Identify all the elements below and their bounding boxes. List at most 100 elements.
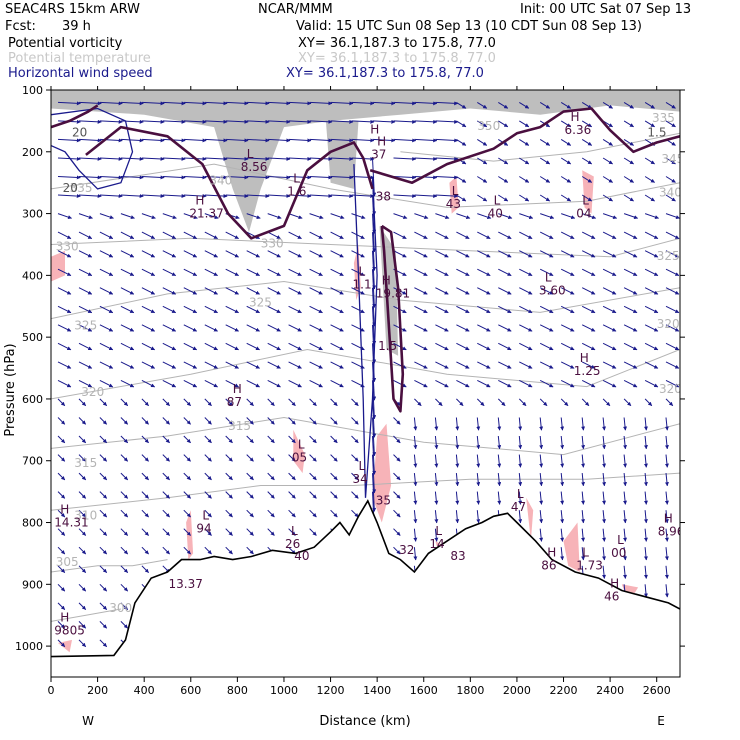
wind-vector-357 (330, 287, 344, 295)
wind-vector-551 (498, 342, 512, 351)
wind-vector-644 (581, 305, 596, 314)
extremum-value-20: 94 (196, 521, 211, 535)
wind-vector-459 (413, 435, 418, 450)
wind-vector-677 (602, 435, 607, 450)
wind-vector-643 (581, 287, 596, 295)
wind-vector-49 (78, 454, 87, 462)
wind-vector-250 (246, 138, 270, 143)
extremum-marker-5: H (370, 122, 379, 136)
wind-speed-contour-1 (353, 164, 378, 498)
wind-vector-197 (183, 546, 191, 555)
x-tick-label-1800: 1800 (456, 684, 484, 697)
wind-vector-366 (330, 454, 338, 462)
wind-vector-542 (498, 176, 509, 183)
y-tick-label-1000: 1000 (15, 640, 43, 653)
extremum-marker-28: H (547, 546, 556, 560)
extremum-value-30: 00 (611, 546, 626, 560)
wind-vector-687 (623, 138, 634, 146)
wind-vector-674 (602, 379, 617, 388)
wind-vector-594 (539, 287, 554, 295)
wind-vector-128 (141, 250, 156, 258)
wind-vector-740 (665, 120, 676, 128)
wind-vector-563 (519, 138, 530, 146)
wind-vector-369 (330, 509, 338, 518)
wind-vector-58 (78, 621, 87, 629)
wind-vector-130 (141, 287, 156, 295)
wind-vector-456 (414, 379, 428, 388)
wind-vector-288 (267, 379, 281, 388)
y-tick-label-500: 500 (22, 331, 43, 344)
wind-vector-14 (57, 361, 72, 369)
wind-vector-358 (330, 305, 344, 314)
wind-vector-153 (162, 213, 177, 220)
contour-label-2: 1.5 (647, 125, 666, 139)
wind-vector-271 (246, 528, 254, 536)
wind-vector-85 (99, 565, 108, 573)
wind-vector-737 (643, 565, 648, 579)
wind-vector-306 (288, 250, 302, 258)
wind-vector-443 (414, 138, 438, 143)
wind-vector-199 (204, 119, 228, 124)
wind-vector-265 (246, 417, 254, 425)
wind-vector-449 (414, 250, 428, 258)
wind-vector-656 (581, 528, 586, 542)
wind-vector-38 (78, 250, 93, 258)
wind-vector-101 (120, 305, 135, 314)
wind-vector-486 (434, 454, 439, 468)
wind-vector-20 (57, 472, 66, 481)
wind-vector-106 (120, 398, 129, 407)
wind-vector-659 (602, 101, 613, 109)
x-axis-title: Distance (km) (319, 714, 410, 729)
wind-vector-572 (519, 305, 533, 314)
wind-vector-409 (372, 380, 377, 420)
wind-vector-765 (664, 584, 669, 598)
wind-vector-606 (539, 510, 544, 524)
shaded-pink-region-5 (51, 250, 65, 282)
wind-vector-244 (225, 491, 233, 499)
wind-vector-170 (162, 528, 170, 536)
wind-vector-744 (665, 194, 676, 202)
wind-vector-426 (393, 287, 407, 295)
shaded-pink-region-8 (563, 522, 580, 572)
wind-vector-345 (309, 509, 317, 518)
wind-vector-590 (540, 213, 555, 220)
extremum-marker-12: H (382, 274, 391, 288)
wind-vector-240 (225, 417, 233, 425)
wind-vector-561 (519, 101, 530, 109)
wind-vector-13 (57, 342, 72, 351)
wind-vector-204 (204, 213, 219, 220)
wind-vector-56 (78, 583, 87, 592)
wind-vector-564 (519, 157, 530, 165)
wind-vector-723 (644, 305, 659, 314)
wind-vector-457 (414, 398, 422, 407)
wind-vector-132 (141, 324, 156, 332)
x-tick-label-2200: 2200 (550, 684, 578, 697)
wind-vector-448 (414, 231, 428, 240)
wind-vector-678 (602, 454, 607, 468)
wind-vector-408 (372, 361, 377, 401)
wind-vector-52 (78, 509, 87, 518)
wind-vector-97 (120, 231, 135, 240)
wind-vector-541 (498, 157, 509, 165)
wind-vector-338 (309, 379, 323, 388)
wind-vector-488 (434, 491, 439, 505)
wind-vector-233 (225, 287, 239, 295)
wind-vector-454 (414, 342, 428, 351)
extremum-value-4: 38 (376, 190, 391, 204)
wind-vector-324 (309, 119, 333, 124)
wind-vector-505 (456, 361, 470, 369)
wind-vector-225 (225, 138, 249, 143)
wind-vector-390 (351, 454, 359, 462)
wind-vector-417 (393, 119, 417, 124)
wind-vector-171 (162, 546, 170, 555)
wind-vector-252 (246, 175, 270, 180)
wind-vector-234 (225, 305, 239, 314)
extremum-value-24: 14 (429, 537, 444, 551)
wind-vector-755 (665, 398, 674, 407)
wind-vector-747 (665, 250, 680, 258)
wind-vector-236 (225, 342, 239, 351)
wind-vector-511 (455, 473, 460, 487)
extremum-marker-10: L (293, 172, 300, 186)
wind-vector-74 (99, 361, 114, 369)
wind-vector-631 (560, 528, 565, 542)
